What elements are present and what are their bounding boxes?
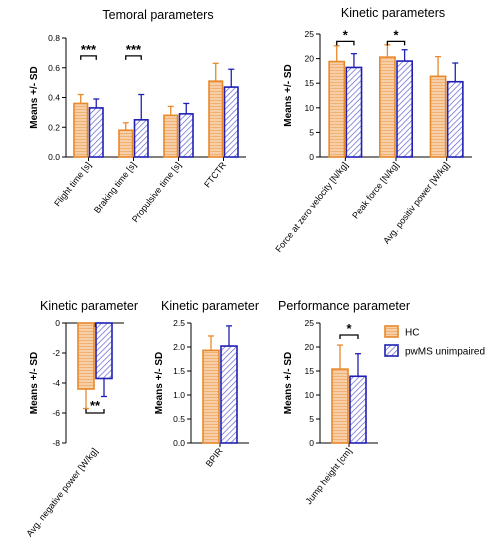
significance-bracket [80, 55, 97, 60]
bar-pwms [345, 66, 363, 158]
y-tick-label: 20 [305, 54, 315, 64]
bar-hc [118, 129, 134, 158]
bar-pwms [220, 345, 238, 444]
significance-bracket [386, 40, 406, 46]
chart-title: Kinetic parameter [161, 299, 259, 313]
legend-swatch-pwms [384, 344, 399, 357]
x-tick-label: Force at zero velocity [N/kg] [273, 160, 350, 254]
bar-hc [328, 60, 346, 158]
y-axis-label: Means +/- SD [283, 64, 294, 127]
y-tick-label: 0.4 [48, 93, 60, 103]
y-tick-label: 0.0 [48, 152, 60, 162]
significance-marker: *** [126, 42, 142, 57]
chart-temporal: Temoral parameters Means +/- SD 0.0 0.2 0.4 0… [29, 8, 246, 224]
bar-pwms [95, 322, 113, 380]
y-tick-label: 2.0 [173, 342, 185, 352]
bar-hc [378, 56, 396, 158]
y-tick-label: 0.5 [173, 414, 185, 424]
y-axis-label: Means +/- SD [283, 352, 294, 415]
y-tick-label: 0.0 [173, 438, 185, 448]
y-tick-label: 1.5 [173, 366, 185, 376]
y-tick-label: -6 [52, 408, 60, 418]
y-tick-label: 0 [55, 318, 60, 328]
significance-marker: ** [90, 398, 101, 413]
x-tick-label: FTCTR [202, 160, 228, 190]
y-tick-label: -4 [52, 378, 60, 388]
y-tick-label: -8 [52, 438, 60, 448]
y-tick-label: 0.2 [48, 122, 60, 132]
significance-marker: * [346, 321, 352, 336]
legend-label-pwms: pwMS unimpaired [405, 347, 485, 358]
bar-hc [73, 102, 89, 158]
y-tick-label: 25 [305, 29, 315, 39]
x-tick-label: Braking time [s] [92, 160, 138, 215]
y-tick-label: 15 [305, 366, 315, 376]
y-tick-label: 20 [305, 342, 315, 352]
y-tick-label: 0 [309, 152, 314, 162]
x-tick-label: Avg. negative power [W/kg] [24, 446, 99, 538]
significance-bracket [339, 334, 359, 339]
bar-pwms [223, 86, 239, 158]
significance-bracket [336, 40, 355, 46]
y-axis-label: Means +/- SD [29, 352, 40, 415]
y-tick-label: 25 [305, 318, 315, 328]
chart-title: Temoral parameters [102, 8, 213, 22]
bar-hc [429, 75, 447, 158]
y-axis-label: Means +/- SD [29, 66, 40, 129]
y-tick-label: 2.5 [173, 318, 185, 328]
y-tick-label: 5 [309, 127, 314, 137]
y-tick-label: 0 [309, 438, 314, 448]
y-tick-label: 10 [305, 390, 315, 400]
bar-pwms [396, 60, 413, 158]
bar-hc [77, 322, 95, 390]
legend-label-hc: HC [405, 328, 419, 339]
bar-pwms [178, 113, 194, 158]
y-tick-label: 10 [305, 103, 315, 113]
x-tick-label: Propulsive time [s] [130, 160, 183, 224]
y-tick-label: 0.6 [48, 63, 60, 73]
y-tick-label: -2 [52, 348, 60, 358]
x-tick-label: Peak force [N/kg] [350, 160, 400, 221]
bar-pwms [446, 80, 464, 158]
y-axis-label: Means +/- SD [154, 352, 165, 415]
bar-pwms [133, 119, 149, 158]
bar-hc [331, 368, 349, 444]
significance-bracket [85, 409, 105, 414]
bar-pwms [349, 375, 367, 444]
bar-hc [208, 80, 224, 158]
chart-title: Performance parameter [278, 299, 410, 313]
y-tick-label: 15 [305, 78, 315, 88]
significance-marker: * [343, 27, 349, 42]
x-tick-label: BPIR [204, 446, 225, 469]
x-tick-label: Flight time [s] [52, 160, 93, 208]
chart-kinetic_neg: Kinetic parameter Means +/- SD 0 -2 -4 -6 -8Av… [24, 299, 138, 538]
chart-title: Kinetic parameter [40, 299, 138, 313]
significance-marker: * [393, 27, 399, 42]
chart-title: Kinetic parameters [341, 6, 445, 20]
bar-hc [202, 349, 220, 444]
legend-swatch-hc [384, 325, 399, 338]
y-tick-label: 1.0 [173, 390, 185, 400]
chart-bpir: Kinetic parameter Means +/- SD 0.0 0.5 1.0 1.… [154, 299, 259, 469]
significance-marker: *** [81, 42, 97, 57]
bar-hc [163, 114, 179, 158]
y-tick-label: 0.8 [48, 33, 60, 43]
significance-bracket [125, 55, 142, 60]
legend: HC pwMS unimpaired [384, 325, 485, 358]
x-tick-label: Jump height [cm] [304, 446, 354, 506]
y-tick-label: 5 [309, 414, 314, 424]
bar-pwms [88, 107, 104, 158]
chart-kinetic1: Kinetic parameters Means +/- SD 0 5 10 15 20 25… [273, 6, 472, 254]
